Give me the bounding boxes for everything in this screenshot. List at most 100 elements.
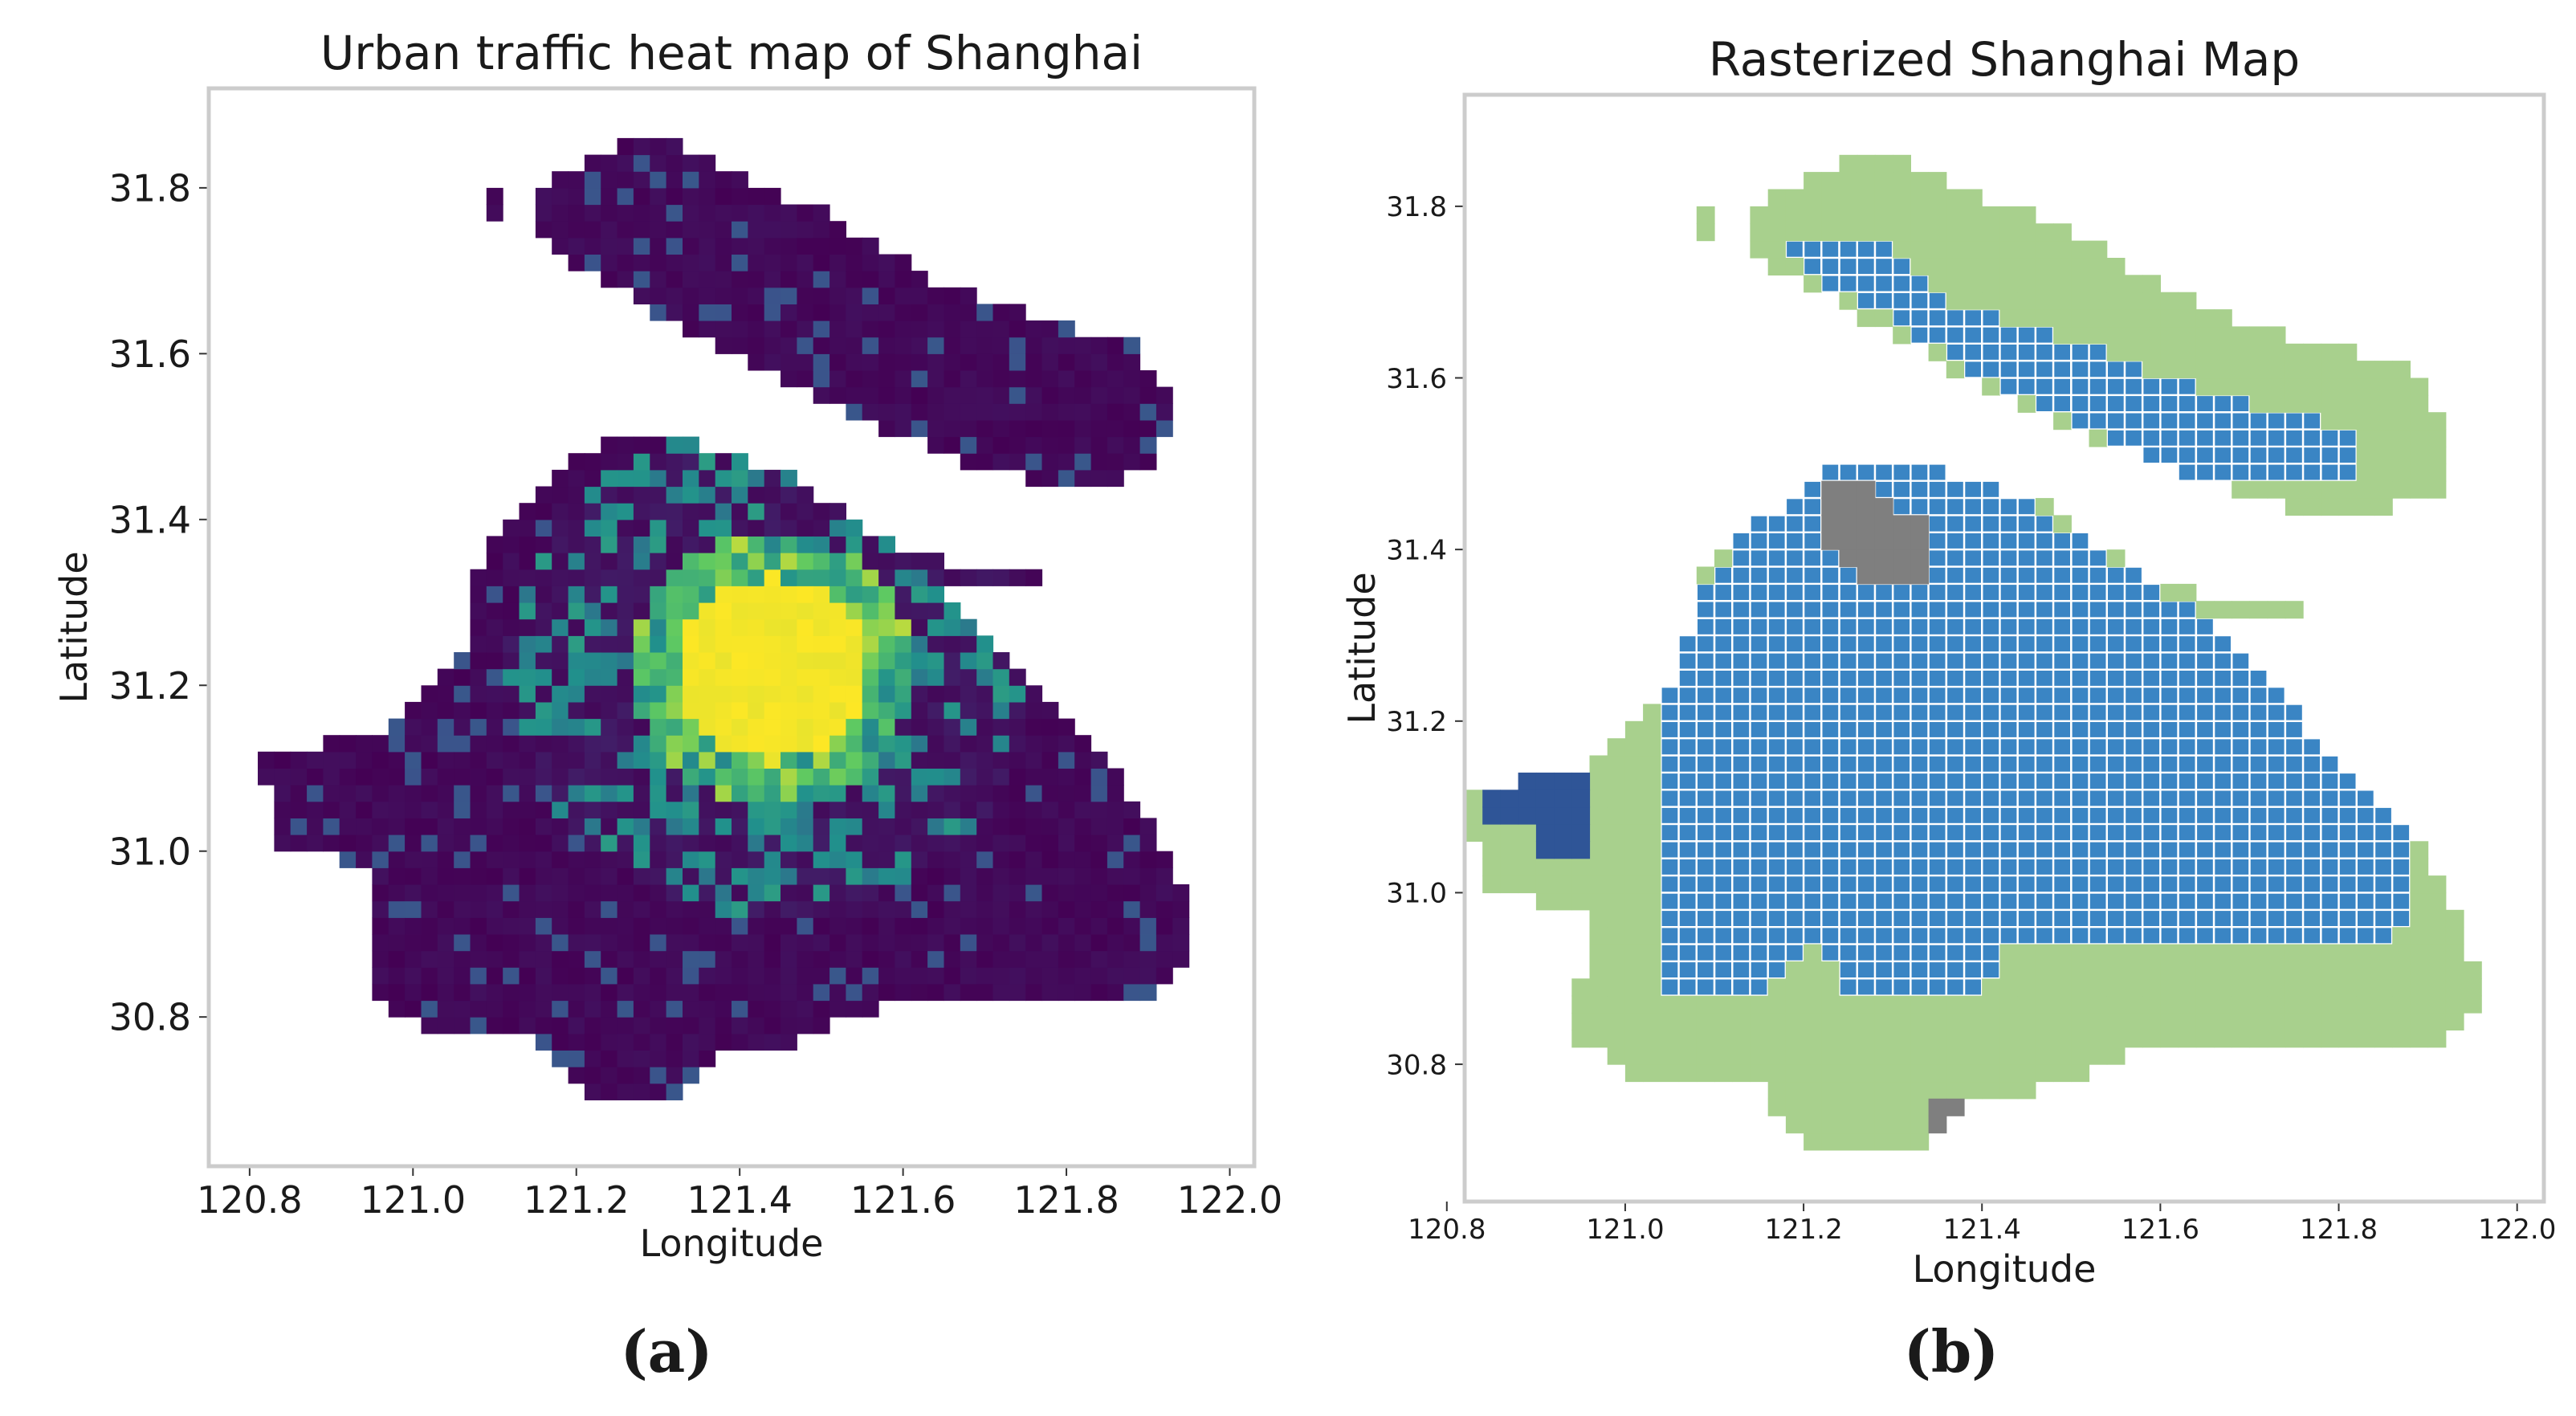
grid-cell-main_grid — [1804, 876, 1820, 892]
heatmap-cell — [813, 917, 830, 935]
grid-cell-north_strip_grid — [1822, 259, 1839, 275]
grid-cell-main_grid — [1858, 602, 1874, 618]
heatmap-cell — [601, 618, 618, 636]
heatmap-cell — [486, 983, 503, 1002]
grid-cell-main_grid — [1804, 842, 1820, 858]
heatmap-cell — [633, 718, 650, 736]
grid-cell-main_grid — [2108, 790, 2124, 806]
grid-cell-north_strip_grid — [2161, 396, 2178, 411]
grid-cell-main_grid — [2054, 618, 2070, 635]
heatmap-cell — [437, 1017, 454, 1034]
grid-cell-main_grid — [2072, 859, 2089, 875]
heatmap-cell — [960, 718, 977, 736]
heatmap-cell — [715, 602, 732, 620]
heatmap-cell — [1074, 436, 1092, 454]
y-tick-label: 31.6 — [109, 333, 191, 376]
heatmap-cell — [601, 950, 618, 968]
land-cell — [2071, 961, 2090, 979]
heatmap-cell — [535, 503, 552, 520]
grid-cell-main_grid — [1751, 911, 1767, 926]
heatmap-cell — [944, 436, 961, 454]
land-cell — [2267, 601, 2286, 619]
grid-cell-north_strip_grid — [1822, 275, 1839, 292]
heatmap-cell — [1139, 453, 1157, 471]
grid-cell-main_grid — [1787, 773, 1803, 789]
heatmap-cell — [683, 768, 699, 786]
heatmap-cell — [927, 768, 944, 786]
grid-cell-north_strip_grid — [2126, 430, 2142, 446]
grid-cell-north_strip_grid — [2018, 345, 2035, 360]
grid-cell-main_grid — [1858, 842, 1874, 858]
grid-cell-main_grid — [2072, 722, 2089, 737]
heatmap-cell — [862, 553, 879, 570]
land-cell — [2232, 944, 2250, 962]
land-cell — [2160, 995, 2179, 1014]
grid-cell-main_grid — [2375, 825, 2391, 841]
heatmap-cell — [960, 851, 977, 868]
land-cell — [2053, 258, 2072, 275]
grid-cell-main_grid — [1804, 739, 1820, 755]
land-cell — [1946, 1013, 1965, 1030]
heatmap-cell — [1009, 950, 1026, 968]
grid-cell-main_grid — [1787, 602, 1803, 618]
land-cell — [2035, 944, 2054, 962]
heatmap-cell — [927, 900, 944, 918]
land-cell — [1893, 1132, 1911, 1151]
grid-cell-main_grid — [1733, 979, 1750, 995]
heatmap-cell — [503, 553, 520, 570]
grid-cell-north_strip_grid — [1787, 241, 1803, 257]
heatmap-cell — [1041, 353, 1059, 371]
land-cell — [1839, 995, 1858, 1014]
heatmap-cell — [683, 735, 699, 753]
heatmap-cell — [846, 586, 863, 603]
heatmap-cell — [1058, 751, 1075, 769]
land-cell — [1607, 961, 1626, 979]
grid-cell-main_grid — [2089, 618, 2106, 635]
heatmap-cell — [617, 1033, 634, 1051]
land-cell — [2285, 601, 2304, 619]
heatmap-cell — [486, 635, 503, 653]
grid-cell-north_strip_grid — [2143, 447, 2160, 463]
heatmap-cell — [944, 768, 961, 786]
grid-cell-north_strip_grid — [2054, 345, 2070, 360]
grid-cell-north_strip_grid — [2089, 413, 2106, 429]
heatmap-cell — [421, 934, 438, 952]
heatmap-cell — [454, 768, 471, 786]
heatmap-cell — [992, 851, 1010, 868]
heatmap-cell — [601, 635, 618, 653]
land-cell — [2249, 394, 2268, 413]
heatmap-cell — [748, 1017, 765, 1034]
heatmap-cell — [519, 701, 536, 720]
heatmap-cell — [1156, 403, 1173, 421]
heatmap-cell — [846, 618, 863, 636]
heatmap-cell — [470, 983, 487, 1002]
heatmap-cell — [976, 851, 994, 868]
land-cell — [2089, 995, 2108, 1014]
heatmap-cell — [1041, 436, 1059, 454]
grid-cell-main_grid — [1983, 550, 1999, 566]
heatmap-cell — [781, 271, 797, 288]
grid-cell-main_grid — [1698, 928, 1714, 944]
grid-cell-north_strip_grid — [1840, 259, 1857, 275]
heatmap-cell — [519, 635, 536, 653]
grid-cell-main_grid — [1787, 928, 1803, 944]
heatmap-cell — [846, 287, 863, 304]
heatmap-cell — [633, 983, 650, 1002]
heatmap-cell — [846, 254, 863, 271]
grid-cell-main_grid — [2232, 688, 2249, 704]
grid-cell-main_grid — [1876, 636, 1892, 652]
grid-cell-main_grid — [2143, 688, 2160, 704]
land-cell — [1893, 1116, 1911, 1134]
heatmap-cell — [1090, 386, 1108, 404]
heatmap-cell — [1156, 419, 1173, 438]
land-cell — [2321, 978, 2340, 997]
heatmap-cell — [470, 967, 487, 985]
heatmap-cell — [601, 453, 618, 471]
grid-cell-main_grid — [1858, 653, 1874, 669]
heatmap-cell — [1123, 386, 1141, 404]
heatmap-cell — [927, 835, 944, 852]
heatmap-cell — [960, 386, 977, 404]
heatmap-cell — [732, 337, 748, 354]
heatmap-cell — [878, 917, 895, 935]
land-cell — [1589, 772, 1608, 790]
